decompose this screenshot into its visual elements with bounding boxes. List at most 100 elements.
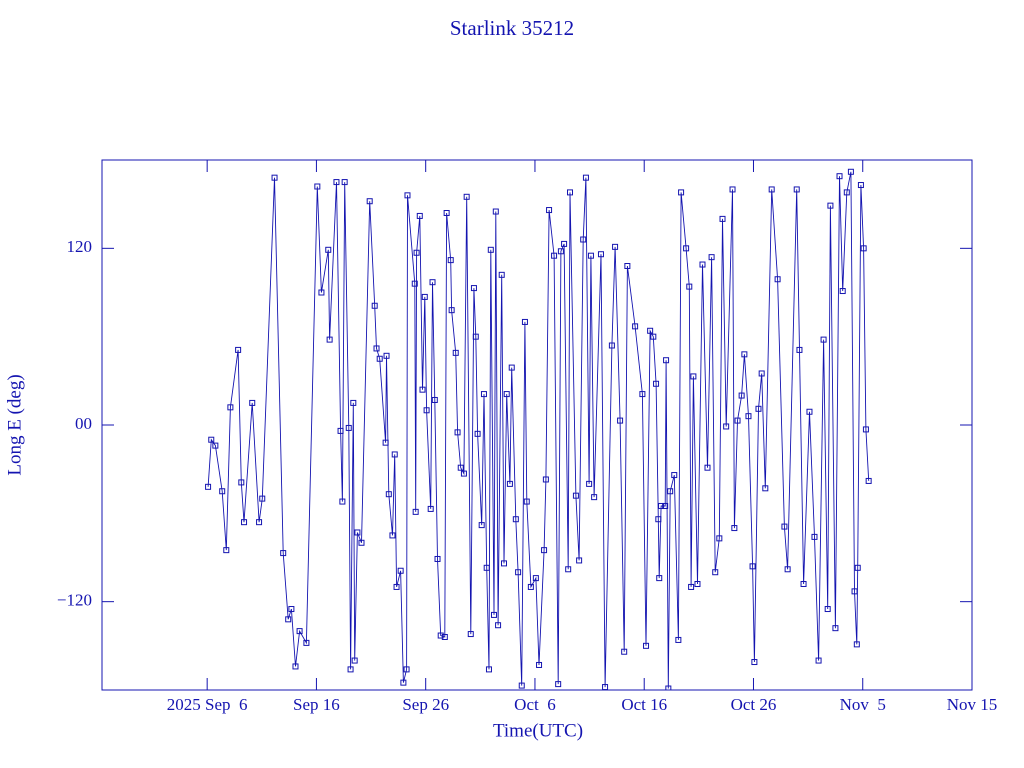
data-point bbox=[373, 345, 380, 352]
data-point bbox=[397, 567, 404, 574]
data-point bbox=[490, 611, 497, 618]
plot-area bbox=[205, 168, 872, 690]
data-point bbox=[339, 498, 346, 505]
data-point bbox=[731, 525, 738, 532]
data-point bbox=[824, 606, 831, 613]
x-tick-label: Nov 5 bbox=[840, 695, 886, 714]
data-point bbox=[768, 186, 775, 193]
data-point bbox=[843, 189, 850, 196]
data-point bbox=[851, 588, 858, 595]
data-point bbox=[337, 427, 344, 434]
data-point bbox=[576, 557, 583, 564]
data-point bbox=[572, 492, 579, 499]
data-point bbox=[723, 423, 730, 430]
y-tick-label: 120 bbox=[67, 237, 93, 256]
data-point bbox=[219, 488, 226, 495]
data-point bbox=[296, 628, 303, 635]
data-point bbox=[663, 357, 670, 364]
data-point bbox=[793, 186, 800, 193]
data-point bbox=[741, 351, 748, 358]
data-point bbox=[427, 505, 434, 512]
data-point bbox=[555, 681, 562, 688]
data-point bbox=[811, 533, 818, 540]
x-tick-label: 2025 Sep 6 bbox=[167, 695, 248, 714]
data-point bbox=[847, 168, 854, 175]
x-tick-label: Oct 6 bbox=[514, 695, 556, 714]
data-point bbox=[474, 430, 481, 437]
data-point bbox=[827, 202, 834, 209]
data-point bbox=[212, 442, 219, 449]
chart-title: Starlink 35212 bbox=[450, 16, 574, 40]
data-point bbox=[393, 583, 400, 590]
data-point bbox=[653, 380, 660, 387]
data-point bbox=[602, 684, 609, 690]
data-point bbox=[235, 346, 242, 353]
data-point bbox=[758, 370, 765, 377]
data-point bbox=[541, 547, 548, 554]
data-point bbox=[650, 333, 657, 340]
data-point bbox=[238, 479, 245, 486]
data-point bbox=[457, 464, 464, 471]
data-point bbox=[351, 657, 358, 664]
x-tick-label: Oct 26 bbox=[731, 695, 777, 714]
data-point bbox=[815, 657, 822, 664]
data-point bbox=[326, 336, 333, 343]
data-point bbox=[512, 516, 519, 523]
data-point bbox=[421, 293, 428, 300]
data-point bbox=[862, 426, 869, 433]
data-point bbox=[608, 342, 615, 349]
x-tick-label: Oct 16 bbox=[621, 695, 667, 714]
data-point bbox=[249, 399, 256, 406]
data-point bbox=[347, 666, 354, 673]
data-point bbox=[341, 179, 348, 186]
data-point bbox=[523, 498, 530, 505]
data-point bbox=[521, 318, 528, 325]
data-point bbox=[208, 436, 215, 443]
data-point bbox=[498, 271, 505, 278]
data-point bbox=[557, 248, 564, 255]
data-point bbox=[419, 386, 426, 393]
data-point bbox=[463, 193, 470, 200]
data-point bbox=[597, 251, 604, 258]
data-point bbox=[271, 174, 278, 181]
data-point bbox=[416, 212, 423, 219]
data-point bbox=[333, 179, 340, 186]
data-point bbox=[745, 413, 752, 420]
data-point bbox=[612, 243, 619, 250]
data-point bbox=[227, 404, 234, 411]
data-point bbox=[647, 327, 654, 334]
data-point bbox=[358, 539, 365, 546]
y-axis-label: Long E (deg) bbox=[4, 374, 25, 475]
data-point bbox=[259, 495, 266, 502]
data-point bbox=[678, 189, 685, 196]
data-point bbox=[671, 472, 678, 479]
data-point bbox=[288, 606, 295, 613]
data-point bbox=[656, 575, 663, 582]
data-point bbox=[536, 661, 543, 668]
data-point bbox=[515, 569, 522, 576]
data-point bbox=[806, 408, 813, 415]
data-point bbox=[314, 183, 321, 190]
data-point bbox=[385, 491, 392, 498]
data-point bbox=[784, 566, 791, 573]
data-point bbox=[470, 285, 477, 292]
data-point bbox=[500, 560, 507, 567]
data-point bbox=[655, 516, 662, 523]
data-point bbox=[551, 252, 558, 259]
data-point bbox=[582, 174, 589, 181]
x-tick-label: Sep 16 bbox=[293, 695, 340, 714]
data-point bbox=[699, 261, 706, 268]
data-point bbox=[774, 276, 781, 283]
data-point bbox=[434, 555, 441, 562]
data-point bbox=[667, 488, 674, 495]
data-point bbox=[389, 532, 396, 539]
data-point bbox=[586, 480, 593, 487]
data-point bbox=[280, 550, 287, 557]
data-point bbox=[643, 642, 650, 649]
data-point bbox=[567, 189, 574, 196]
data-point bbox=[403, 666, 410, 673]
data-point bbox=[561, 240, 568, 247]
data-point bbox=[694, 581, 701, 587]
data-point bbox=[565, 566, 572, 573]
data-point bbox=[665, 685, 672, 690]
